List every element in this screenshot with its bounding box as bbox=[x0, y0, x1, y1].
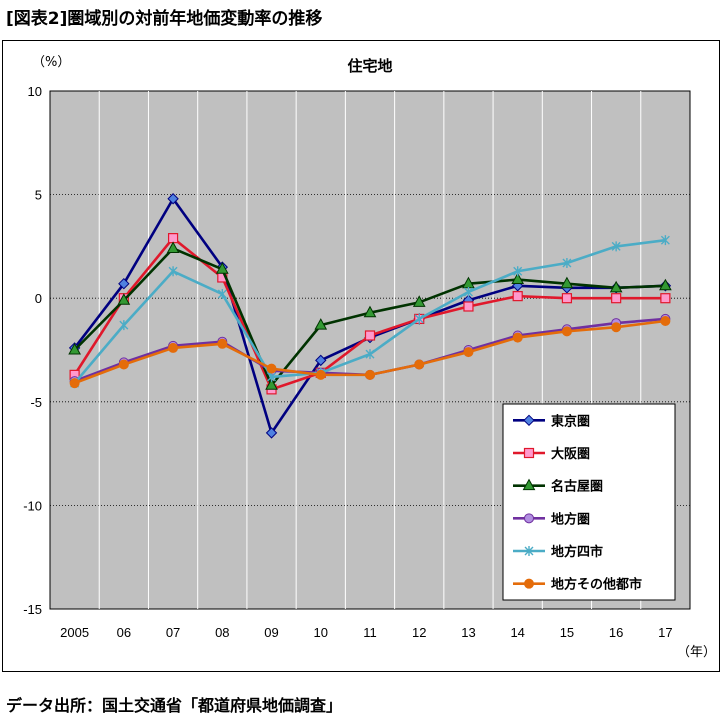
legend-item: 大阪圏 bbox=[513, 446, 590, 462]
data-point bbox=[611, 322, 622, 333]
series-triangle bbox=[68, 241, 672, 390]
y-axis-unit: （%） bbox=[32, 55, 70, 70]
data-point bbox=[166, 241, 180, 253]
x-tick-label: 06 bbox=[117, 625, 131, 640]
data-point bbox=[512, 332, 523, 343]
data-point bbox=[463, 286, 473, 297]
data-point bbox=[412, 295, 426, 307]
x-tick-label: 10 bbox=[314, 625, 328, 640]
legend-item: 地方四市 bbox=[513, 544, 603, 560]
series-circle bbox=[69, 315, 671, 389]
data-point bbox=[523, 447, 535, 459]
legend-box bbox=[502, 403, 676, 601]
data-point bbox=[609, 280, 623, 293]
data-point bbox=[660, 315, 671, 326]
chart-title: 住宅地 bbox=[347, 57, 392, 75]
x-tick-label: 07 bbox=[166, 625, 180, 640]
data-point bbox=[365, 349, 375, 360]
chart-frame bbox=[2, 40, 720, 672]
data-point bbox=[561, 293, 573, 304]
data-point bbox=[414, 359, 425, 370]
legend-label: 地方その他都市 bbox=[551, 577, 642, 593]
x-tick-label: 09 bbox=[264, 625, 278, 640]
y-tick-label: 0 bbox=[35, 291, 42, 306]
data-point bbox=[215, 262, 229, 274]
legend-item: 地方その他都市 bbox=[513, 577, 642, 593]
data-point bbox=[611, 293, 622, 304]
data-point bbox=[660, 235, 670, 246]
data-point bbox=[512, 291, 523, 302]
data-point bbox=[167, 233, 179, 244]
data-point bbox=[315, 354, 327, 367]
data-point bbox=[168, 266, 178, 277]
data-point bbox=[524, 513, 534, 524]
legend-item: 地方圏 bbox=[513, 511, 590, 527]
data-point bbox=[660, 293, 671, 304]
data-point bbox=[68, 342, 81, 355]
series-lines bbox=[68, 193, 672, 439]
data-point bbox=[118, 359, 129, 370]
x-tick-label: 15 bbox=[560, 625, 574, 640]
data-point bbox=[265, 378, 278, 390]
y-tick-label: -5 bbox=[30, 395, 42, 410]
data-point bbox=[561, 326, 572, 337]
data-point bbox=[511, 272, 525, 285]
x-axis-unit: （年） bbox=[677, 645, 716, 660]
legend-label: 地方圏 bbox=[551, 511, 590, 527]
data-point bbox=[217, 338, 228, 349]
x-tick-label: 2005 bbox=[60, 625, 89, 640]
legend-item: 東京圏 bbox=[513, 413, 590, 429]
x-tick-label: 14 bbox=[510, 625, 524, 640]
data-point bbox=[119, 320, 129, 331]
data-point bbox=[69, 378, 80, 389]
figure-title: [図表2]圏域別の対前年地価変動率の推移 bbox=[6, 9, 323, 29]
data-point bbox=[522, 478, 536, 491]
x-tick-label: 11 bbox=[363, 625, 377, 640]
x-tick-label: 16 bbox=[609, 625, 623, 640]
x-tick-label: 13 bbox=[461, 625, 475, 640]
data-point bbox=[524, 578, 534, 589]
x-tick-label: 17 bbox=[658, 625, 672, 640]
legend-label: 名古屋圏 bbox=[551, 479, 603, 495]
x-axis-ticks: 2005 06 07 08 09 10 11 12 13 14 15 16 17 bbox=[60, 625, 672, 640]
line-chart: 10 5 0 -5 -10 -15 2005 06 07 08 09 10 11 12 13 14 15 16 1… bbox=[23, 55, 716, 660]
data-point bbox=[118, 277, 130, 290]
data-point bbox=[513, 266, 523, 277]
legend-label: 東京圏 bbox=[551, 413, 590, 429]
data-point bbox=[364, 330, 376, 341]
data-point bbox=[659, 278, 672, 291]
data-point bbox=[524, 546, 534, 556]
y-axis-ticks: 10 5 0 -5 -10 -15 bbox=[23, 84, 42, 617]
data-point bbox=[562, 257, 572, 268]
data-point bbox=[611, 241, 621, 252]
source-note: データ出所：国土交通省「都道府県地価調査」 bbox=[6, 696, 343, 715]
data-point bbox=[463, 301, 474, 312]
legend-label: 地方四市 bbox=[551, 544, 603, 560]
data-point bbox=[414, 313, 424, 324]
data-point bbox=[315, 369, 326, 380]
y-tick-label: -10 bbox=[23, 498, 42, 513]
data-point bbox=[168, 342, 179, 353]
data-point bbox=[314, 318, 328, 330]
x-tick-label: 08 bbox=[215, 625, 229, 640]
data-point bbox=[463, 347, 474, 358]
data-point bbox=[167, 193, 179, 205]
x-tick-label: 12 bbox=[412, 625, 426, 640]
data-point bbox=[523, 414, 535, 427]
y-tick-label: 5 bbox=[35, 188, 42, 203]
data-point bbox=[117, 293, 131, 305]
data-point bbox=[265, 427, 278, 439]
y-tick-label: 10 bbox=[28, 84, 42, 99]
y-tick-label: -15 bbox=[23, 602, 42, 617]
legend-item: 名古屋圏 bbox=[513, 478, 603, 495]
legend-label: 大阪圏 bbox=[551, 446, 590, 462]
data-point bbox=[365, 369, 375, 380]
data-point bbox=[363, 305, 377, 318]
data-point bbox=[217, 289, 227, 300]
data-point bbox=[266, 363, 277, 374]
data-point bbox=[560, 276, 574, 289]
